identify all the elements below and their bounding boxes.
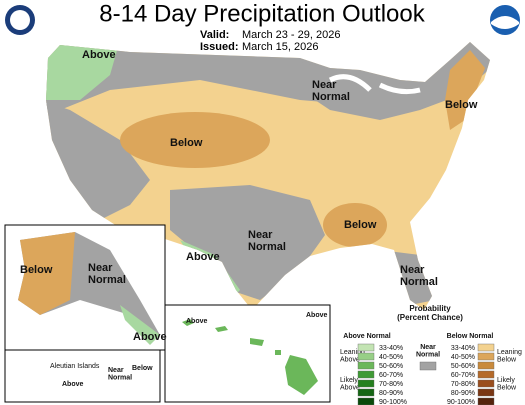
region-label: Below (344, 219, 377, 231)
legend-range: 40-50% (451, 354, 475, 361)
title: 8-14 Day Precipitation Outlook (99, 0, 426, 27)
legend-note: Leaning Below (497, 349, 522, 364)
legend-range: 90-100% (447, 399, 475, 405)
region-label: Near Normal (400, 264, 438, 288)
legend-swatch (357, 343, 375, 352)
aleutian-inset (4, 349, 161, 403)
legend-swatch (357, 388, 375, 397)
legend-swatch (477, 343, 495, 352)
legend-range: 50-60% (379, 363, 403, 370)
legend-range: 33-40% (451, 345, 475, 352)
legend-range: 33-40% (379, 345, 403, 352)
region-label: Above (306, 312, 328, 319)
legend-swatch (357, 370, 375, 379)
region-label: Near Normal (312, 79, 350, 103)
region-label: Below (20, 264, 53, 276)
legend-range: 60-70% (379, 372, 403, 379)
alaska-below (18, 232, 75, 315)
region-label: Above (82, 49, 116, 61)
legend-swatch (477, 397, 495, 405)
legend-swatch (477, 370, 495, 379)
legend-swatch (477, 361, 495, 370)
legend-swatch (357, 352, 375, 361)
hawaii-islands (182, 319, 318, 395)
below-central (120, 112, 270, 168)
above-northwest (46, 42, 120, 100)
region-label: Above (186, 251, 220, 263)
great-lakes (328, 74, 421, 95)
region-label: Near Normal (248, 229, 286, 253)
region-label: Above (62, 381, 84, 388)
legend: Probability (Percent Chance) Above Normal… (340, 304, 522, 405)
legend-swatch (357, 379, 375, 388)
legend-range: 60-70% (451, 372, 475, 379)
legend-note: Likely Above (340, 377, 360, 392)
legend-swatch (477, 379, 495, 388)
issued-dates: March 15, 2026 (242, 41, 318, 53)
below-southeast (323, 203, 387, 247)
region-label: Below (445, 99, 478, 111)
legend-note: Likely Below (497, 377, 517, 392)
legend-range: 80-90% (379, 390, 403, 397)
below-northeast (445, 50, 485, 130)
legend-swatch (357, 361, 375, 370)
legend-range: 80-90% (451, 390, 475, 397)
region-label: Above (133, 331, 167, 343)
region-label: Near Normal (108, 367, 132, 382)
alaska-above (120, 305, 160, 345)
legend-heading: Near Normal (416, 344, 440, 359)
legend-heading: Above Normal (343, 333, 391, 340)
legend-swatch (477, 388, 495, 397)
doc-logo-inner (10, 10, 30, 30)
legend-range: 70-80% (451, 381, 475, 388)
region-label: Below (132, 365, 153, 372)
valid-label: Valid: (200, 29, 229, 41)
legend-swatch (419, 361, 437, 371)
legend-swatch (357, 397, 375, 405)
legend-heading: Below Normal (447, 333, 494, 340)
legend-swatch (477, 352, 495, 361)
noaa-logo-wave (491, 16, 519, 29)
region-label: Above (186, 318, 208, 325)
region-label: Near Normal (88, 262, 126, 286)
near-normal-texas (170, 185, 325, 300)
legend-range: 40-50% (379, 354, 403, 361)
valid-dates: March 23 - 29, 2026 (242, 29, 340, 41)
legend-range: 90-100% (379, 399, 407, 405)
legend-range: 50-60% (451, 363, 475, 370)
region-label: Below (170, 137, 203, 149)
legend-range: 70-80% (379, 381, 403, 388)
legend-note: Leaning Above (340, 349, 365, 364)
issued-label: Issued: (200, 41, 239, 53)
region-label: Aleutian Islands (50, 363, 100, 370)
legend-title: Probability (Percent Chance) (397, 304, 463, 322)
